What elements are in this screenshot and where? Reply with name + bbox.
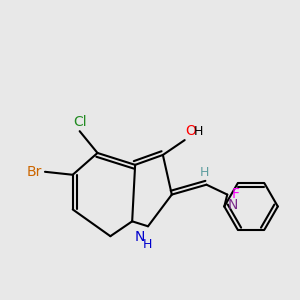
Text: N: N <box>135 230 145 244</box>
Text: O: O <box>186 124 196 138</box>
Text: H: H <box>200 166 209 179</box>
Text: F: F <box>232 187 240 201</box>
Text: N: N <box>227 198 238 212</box>
Text: H: H <box>142 238 152 251</box>
Text: Cl: Cl <box>73 115 86 129</box>
Text: Br: Br <box>27 165 42 179</box>
Text: H: H <box>194 125 203 138</box>
